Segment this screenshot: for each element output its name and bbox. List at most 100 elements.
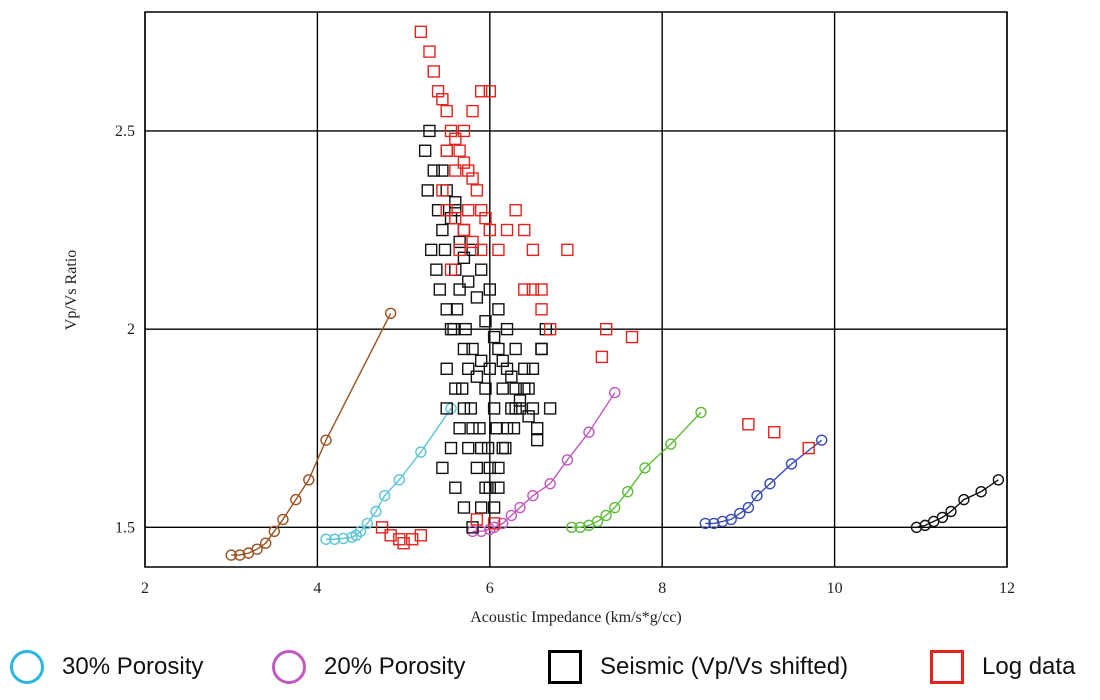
data-point-square (625, 330, 639, 344)
data-point-square (393, 533, 406, 546)
data-point-square (418, 144, 432, 157)
data-point-circle (225, 549, 237, 561)
data-point-square (500, 223, 514, 237)
data-point-circle (370, 505, 382, 518)
data-point-square (430, 263, 443, 276)
data-point-square (444, 441, 458, 455)
data-point-square (466, 235, 479, 249)
data-point-square (531, 422, 544, 435)
data-point-square (487, 517, 501, 530)
data-point-circle (561, 454, 574, 466)
data-point-square (462, 275, 475, 288)
x-tick-label: 8 (658, 580, 666, 597)
data-point-circle (992, 474, 1005, 486)
data-point-circle (544, 478, 556, 490)
series-0 (225, 307, 397, 561)
data-point-circle (527, 489, 539, 502)
data-point-circle (384, 307, 397, 319)
data-point-square (431, 204, 445, 217)
data-point-square (414, 529, 428, 542)
data-point-square (462, 362, 475, 375)
data-point-square (436, 164, 449, 177)
data-point-square (496, 354, 509, 368)
data-point-square (500, 422, 514, 435)
data-point-circle (975, 485, 987, 498)
data-point-square (535, 342, 548, 356)
data-point-square (466, 342, 479, 356)
data-point-square (509, 204, 522, 217)
data-point-square (427, 65, 440, 78)
legend-circle-icon (272, 650, 306, 684)
data-point-circle (337, 532, 349, 545)
data-point-square (531, 433, 544, 447)
data-point-square (433, 283, 447, 296)
data-point-square (457, 251, 471, 264)
data-point-circle (751, 489, 763, 502)
data-point-circle (415, 446, 427, 458)
data-point-square (449, 132, 462, 146)
data-point-square (595, 350, 609, 364)
x-tick-label: 4 (313, 580, 321, 597)
data-point-square (397, 537, 410, 550)
data-point-square (470, 461, 484, 475)
data-point-square (457, 124, 471, 138)
data-point-square (466, 243, 479, 257)
data-point-square (599, 322, 613, 336)
series-line (231, 312, 392, 556)
data-point-square (509, 382, 522, 395)
data-point-circle (785, 458, 798, 470)
data-point-square (459, 322, 472, 336)
data-point-square (453, 144, 466, 157)
data-point-square (496, 382, 509, 395)
data-point-square (450, 303, 464, 316)
data-point-square (375, 521, 389, 534)
data-point-circle (945, 505, 957, 518)
data-point-circle (505, 509, 518, 522)
tick-layer: 2 4 6 8 10 12 1.5 2 2.5 (115, 123, 1015, 597)
series-layer (225, 25, 1005, 561)
series-5 (910, 474, 1005, 534)
data-point-square (470, 513, 484, 526)
data-point-square (505, 370, 518, 383)
series-line (472, 392, 616, 533)
data-point-square (474, 243, 488, 257)
legend-label: Seismic (Vp/Vs shifted) (600, 653, 849, 680)
data-point-square (561, 243, 574, 257)
data-point-square (474, 204, 488, 217)
data-point-square (518, 382, 531, 395)
data-point-square (447, 322, 460, 336)
data-point-circle (574, 521, 587, 534)
data-point-square (438, 243, 452, 257)
data-point-circle (475, 525, 487, 538)
data-point-circle (234, 549, 246, 561)
x-tick-label: 12 (999, 580, 1015, 597)
data-point-circle (320, 434, 332, 446)
legend-circle-icon (10, 650, 44, 684)
data-point-circle (591, 515, 604, 528)
data-point-square (518, 362, 531, 375)
data-point-circle (639, 462, 651, 474)
data-point-circle (328, 533, 341, 545)
data-point-circle (259, 537, 272, 549)
series-1 (320, 402, 457, 545)
data-point-square (518, 223, 531, 237)
data-point-square (423, 45, 436, 58)
data-point-circle (622, 485, 634, 498)
data-point-square (474, 441, 488, 455)
data-point-square (513, 394, 527, 407)
plot-background (145, 12, 1007, 567)
data-point-square (483, 283, 496, 296)
data-point-square (466, 422, 479, 435)
data-point-circle (354, 525, 367, 538)
data-point-square (470, 184, 484, 197)
data-point-square (462, 204, 475, 217)
data-point-square (479, 481, 492, 494)
data-point-square (464, 402, 478, 415)
data-point-circle (290, 493, 302, 506)
data-point-square (427, 164, 440, 177)
legend-label: 20% Porosity (324, 653, 466, 680)
data-point-square (509, 342, 522, 356)
data-point-square (483, 362, 496, 375)
y-tick-label: 1.5 (115, 519, 135, 536)
data-point-square (487, 501, 501, 514)
